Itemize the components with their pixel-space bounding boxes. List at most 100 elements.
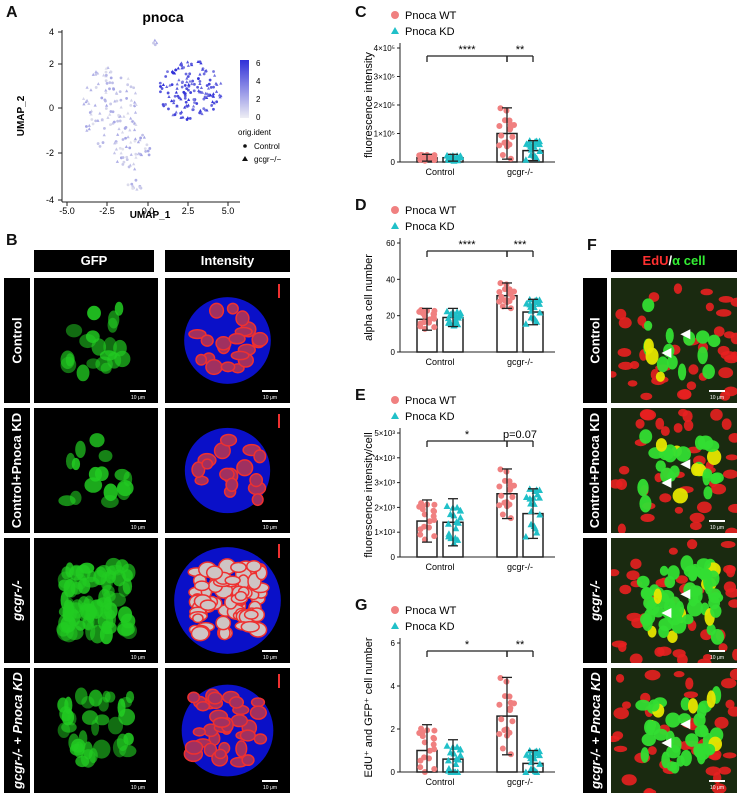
edu-nucleus (696, 501, 712, 514)
gfp-cell (118, 606, 133, 624)
alpha-cell (643, 320, 653, 331)
umap-point (85, 98, 89, 102)
data-point (496, 288, 503, 295)
category-label: gcgr-/- (507, 357, 533, 367)
alpha-cell (661, 751, 670, 769)
alpha-cell (688, 585, 703, 597)
data-point (496, 142, 503, 149)
alpha-cell (666, 744, 681, 759)
umap-y-label: UMAP_2 (16, 95, 27, 136)
umap-point (100, 118, 104, 122)
umap-point (186, 75, 190, 78)
edu-nucleus (660, 426, 670, 437)
edu-nucleus (682, 410, 693, 423)
umap-point (164, 103, 167, 106)
alpha-cell (703, 486, 713, 500)
y-tick-label: 40 (386, 275, 395, 284)
umap-point (145, 143, 149, 147)
umap-point (133, 100, 137, 104)
scale-bar-label: 10 μm (131, 525, 145, 531)
category-label: Control (425, 562, 454, 572)
umap-point (167, 107, 170, 111)
umap-point (195, 102, 199, 105)
edu-nucleus (730, 332, 737, 345)
data-point (499, 511, 506, 518)
panel-letter-d: D (355, 197, 367, 214)
umap-point (179, 115, 183, 119)
umap-point (132, 86, 136, 90)
umap-point (212, 70, 215, 73)
umap-point (175, 86, 179, 90)
panel-letter-f: F (587, 237, 597, 254)
data-point (445, 530, 453, 537)
gfp-cell (86, 358, 101, 369)
umap-point (108, 112, 112, 116)
data-point (431, 508, 438, 515)
data-point (450, 539, 458, 547)
edu-nucleus (640, 392, 653, 401)
panel-letter-c: C (355, 4, 367, 21)
edu-nucleus (673, 671, 685, 678)
header-gfp: GFP (34, 250, 154, 272)
heatmap-cell (219, 433, 238, 447)
row-label-control-kd: Control+Pnoca KD (4, 408, 30, 533)
y-tick-label: 2×10³ (374, 503, 395, 512)
umap-point (133, 167, 137, 171)
umap-point (142, 135, 146, 139)
umap-point (117, 127, 121, 131)
edu-nucleus (639, 409, 655, 420)
umap-point (185, 87, 189, 91)
umap-point (212, 85, 215, 89)
edu-nucleus (729, 668, 737, 681)
heatmap-scale-bar (278, 284, 280, 298)
edu-nucleus (655, 417, 665, 430)
data-point (497, 105, 504, 112)
umap-point (132, 162, 136, 166)
gfp-cell (116, 481, 131, 501)
umap-point (89, 112, 93, 116)
heatmap-cell (241, 754, 255, 767)
data-point (522, 768, 530, 775)
umap-point (161, 82, 166, 86)
alpha-cell (696, 748, 706, 765)
heatmap-cell (235, 310, 250, 327)
data-point (431, 154, 438, 161)
legend-wt-marker-icon (391, 606, 399, 614)
umap-point (178, 62, 183, 66)
alpha-cell (699, 724, 708, 737)
data-point (443, 742, 451, 749)
alpha-cell (665, 327, 674, 344)
edu-nucleus (635, 418, 645, 429)
data-point (431, 517, 438, 524)
alpha-cell (709, 473, 722, 485)
umap-point (124, 136, 127, 140)
edu-nucleus (697, 658, 712, 663)
int-image: 10 μm (165, 668, 290, 793)
edu-nucleus (710, 408, 723, 421)
gfp-cell (57, 722, 71, 739)
umap-point (153, 38, 157, 42)
scale-bar-label: 10 μm (263, 395, 277, 401)
alpha-cell (643, 338, 654, 354)
gfp-cell (83, 741, 93, 760)
umap-point (187, 82, 191, 86)
edu-nucleus (683, 419, 694, 431)
umap-point (87, 101, 91, 105)
umap-y-tick-label: 0 (49, 103, 54, 113)
y-tick-label: 4 (391, 682, 396, 691)
data-point (419, 503, 426, 510)
umap-point (119, 151, 123, 155)
edu-nucleus (615, 308, 627, 320)
umap-points (81, 38, 223, 191)
y-tick-label: 3×10⁵ (374, 73, 395, 82)
scale-bar-label: 10 μm (710, 395, 724, 401)
heatmap-cell (230, 561, 247, 574)
alpha-cell (693, 712, 706, 728)
edu-nucleus (718, 766, 732, 775)
category-label: Control (425, 357, 454, 367)
header-alpha: α cell (672, 253, 706, 268)
umap-point (102, 73, 106, 77)
umap-point (185, 80, 189, 84)
heatmap-cell (192, 727, 207, 737)
data-point (417, 526, 424, 533)
